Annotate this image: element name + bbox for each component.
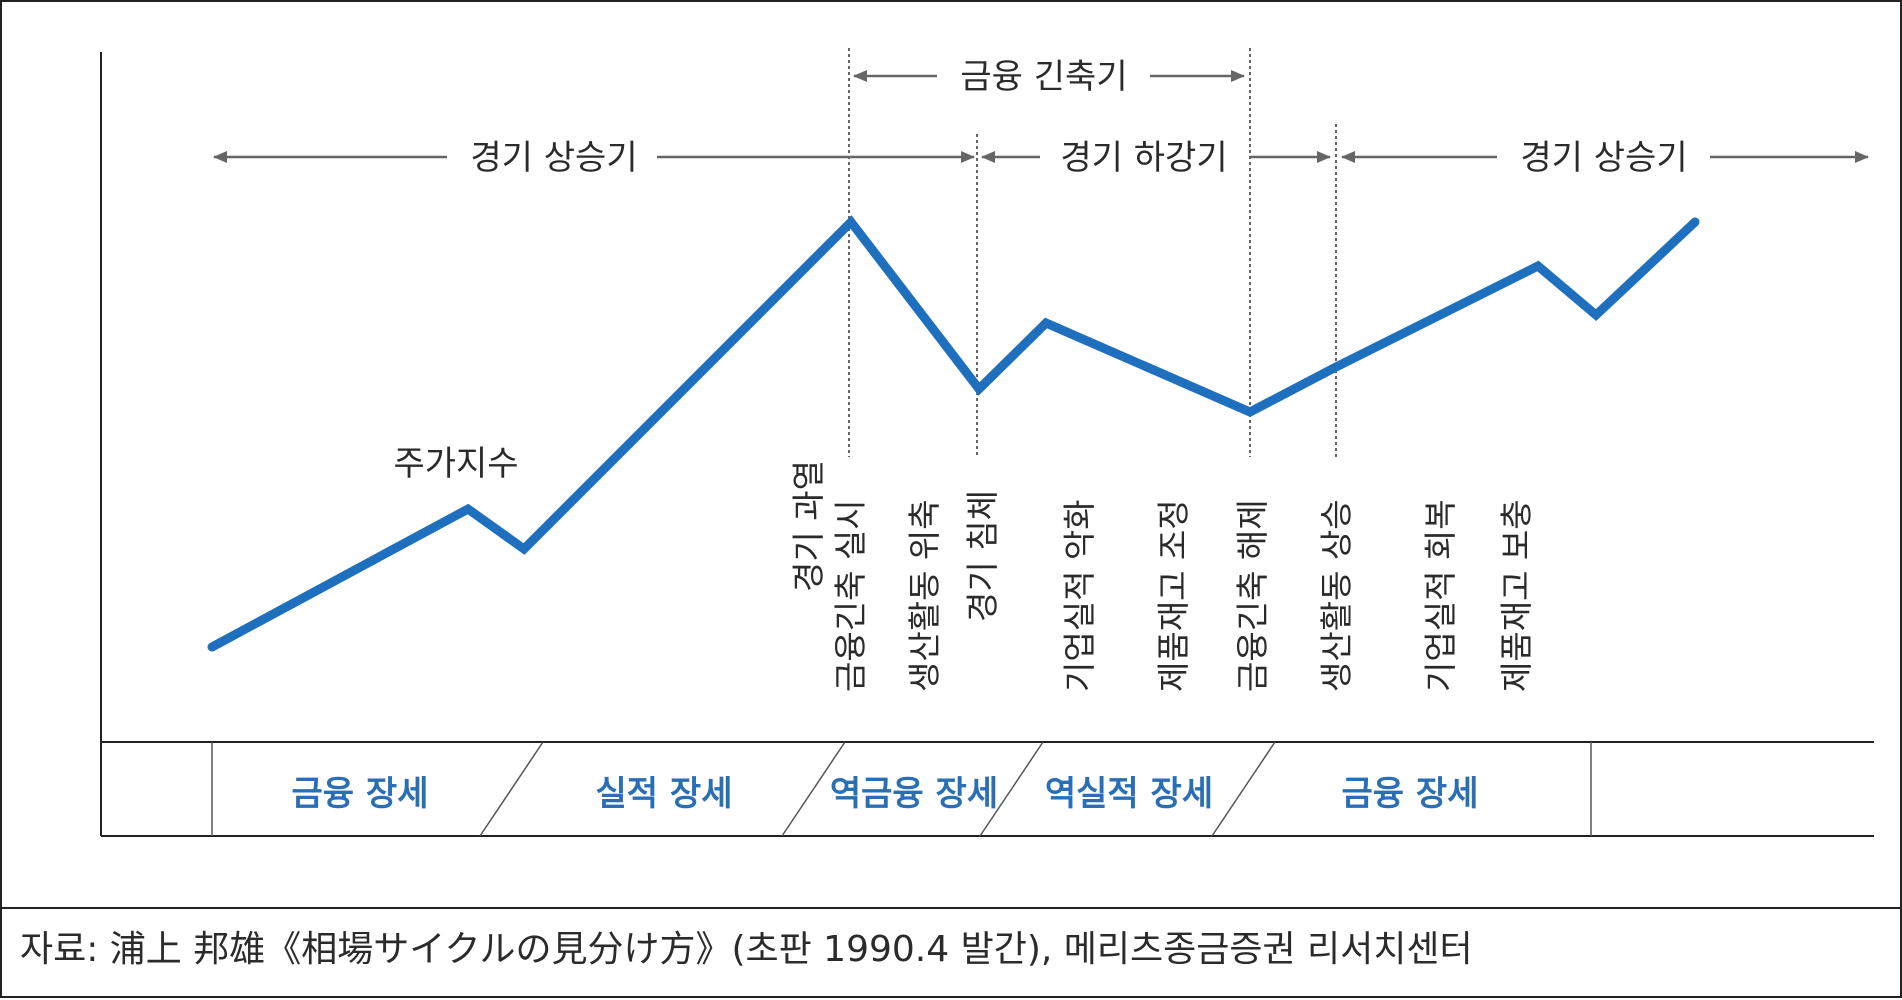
- event-labels: 경기 과열 금융긴축 실시 생산활동 위축 경기 침체 기업실적 악화 제품재고…: [789, 460, 1536, 692]
- period-label-boom-1: 경기 상승기: [470, 138, 637, 178]
- stock-index-line: [207, 215, 1700, 652]
- event-label-production-rise: 생산활동 상승: [1317, 499, 1356, 692]
- source-note: 자료: 浦上 邦雄《相場サイクルの見分け方》(초판 1990.4 발간), 메리…: [20, 929, 1473, 970]
- period-label-boom-2: 경기 상승기: [1520, 138, 1687, 178]
- event-label-tightening-start: 금융긴축 실시: [831, 499, 870, 692]
- event-label-earnings-recover: 기업실적 회복: [1421, 499, 1460, 692]
- event-label-inventory-adjust: 제품재고 조정: [1154, 499, 1193, 692]
- phase-label-financial-2: 금융 장세: [1342, 774, 1479, 814]
- event-label-inventory-restock: 제품재고 보충: [1497, 499, 1536, 692]
- phase-label-earnings: 실적 장세: [596, 774, 733, 814]
- event-label-tightening-end: 금융긴축 해제: [1233, 499, 1272, 692]
- phase-labels: 금융 장세 실적 장세 역금융 장세 역실적 장세 금융 장세: [292, 774, 1479, 814]
- stock-index-label: 주가지수: [393, 444, 518, 484]
- phase-separators: [211, 741, 1592, 837]
- event-label-production-shrink: 생산활동 위축: [905, 499, 944, 692]
- event-label-stagnation: 경기 침체: [963, 490, 1002, 622]
- phase-separator-3: [979, 741, 1044, 837]
- event-label-overheating: 경기 과열: [789, 460, 828, 592]
- phase-separator-2: [781, 741, 846, 837]
- phase-label-reverse-financial: 역금융 장세: [830, 774, 998, 814]
- phase-separator-4: [1211, 741, 1276, 837]
- phase-label-financial-1: 금융 장세: [292, 774, 429, 814]
- period-arrows: 금융 긴축기 경기 상승기 경기 하강기 경기 상승기: [213, 57, 1869, 178]
- phase-separator-1: [479, 741, 544, 837]
- phase-label-reverse-earnings: 역실적 장세: [1045, 774, 1213, 814]
- period-label-tightening: 금융 긴축기: [960, 57, 1127, 97]
- period-label-recession: 경기 하강기: [1060, 138, 1227, 178]
- event-label-earnings-worsen: 기업실적 악화: [1060, 499, 1099, 692]
